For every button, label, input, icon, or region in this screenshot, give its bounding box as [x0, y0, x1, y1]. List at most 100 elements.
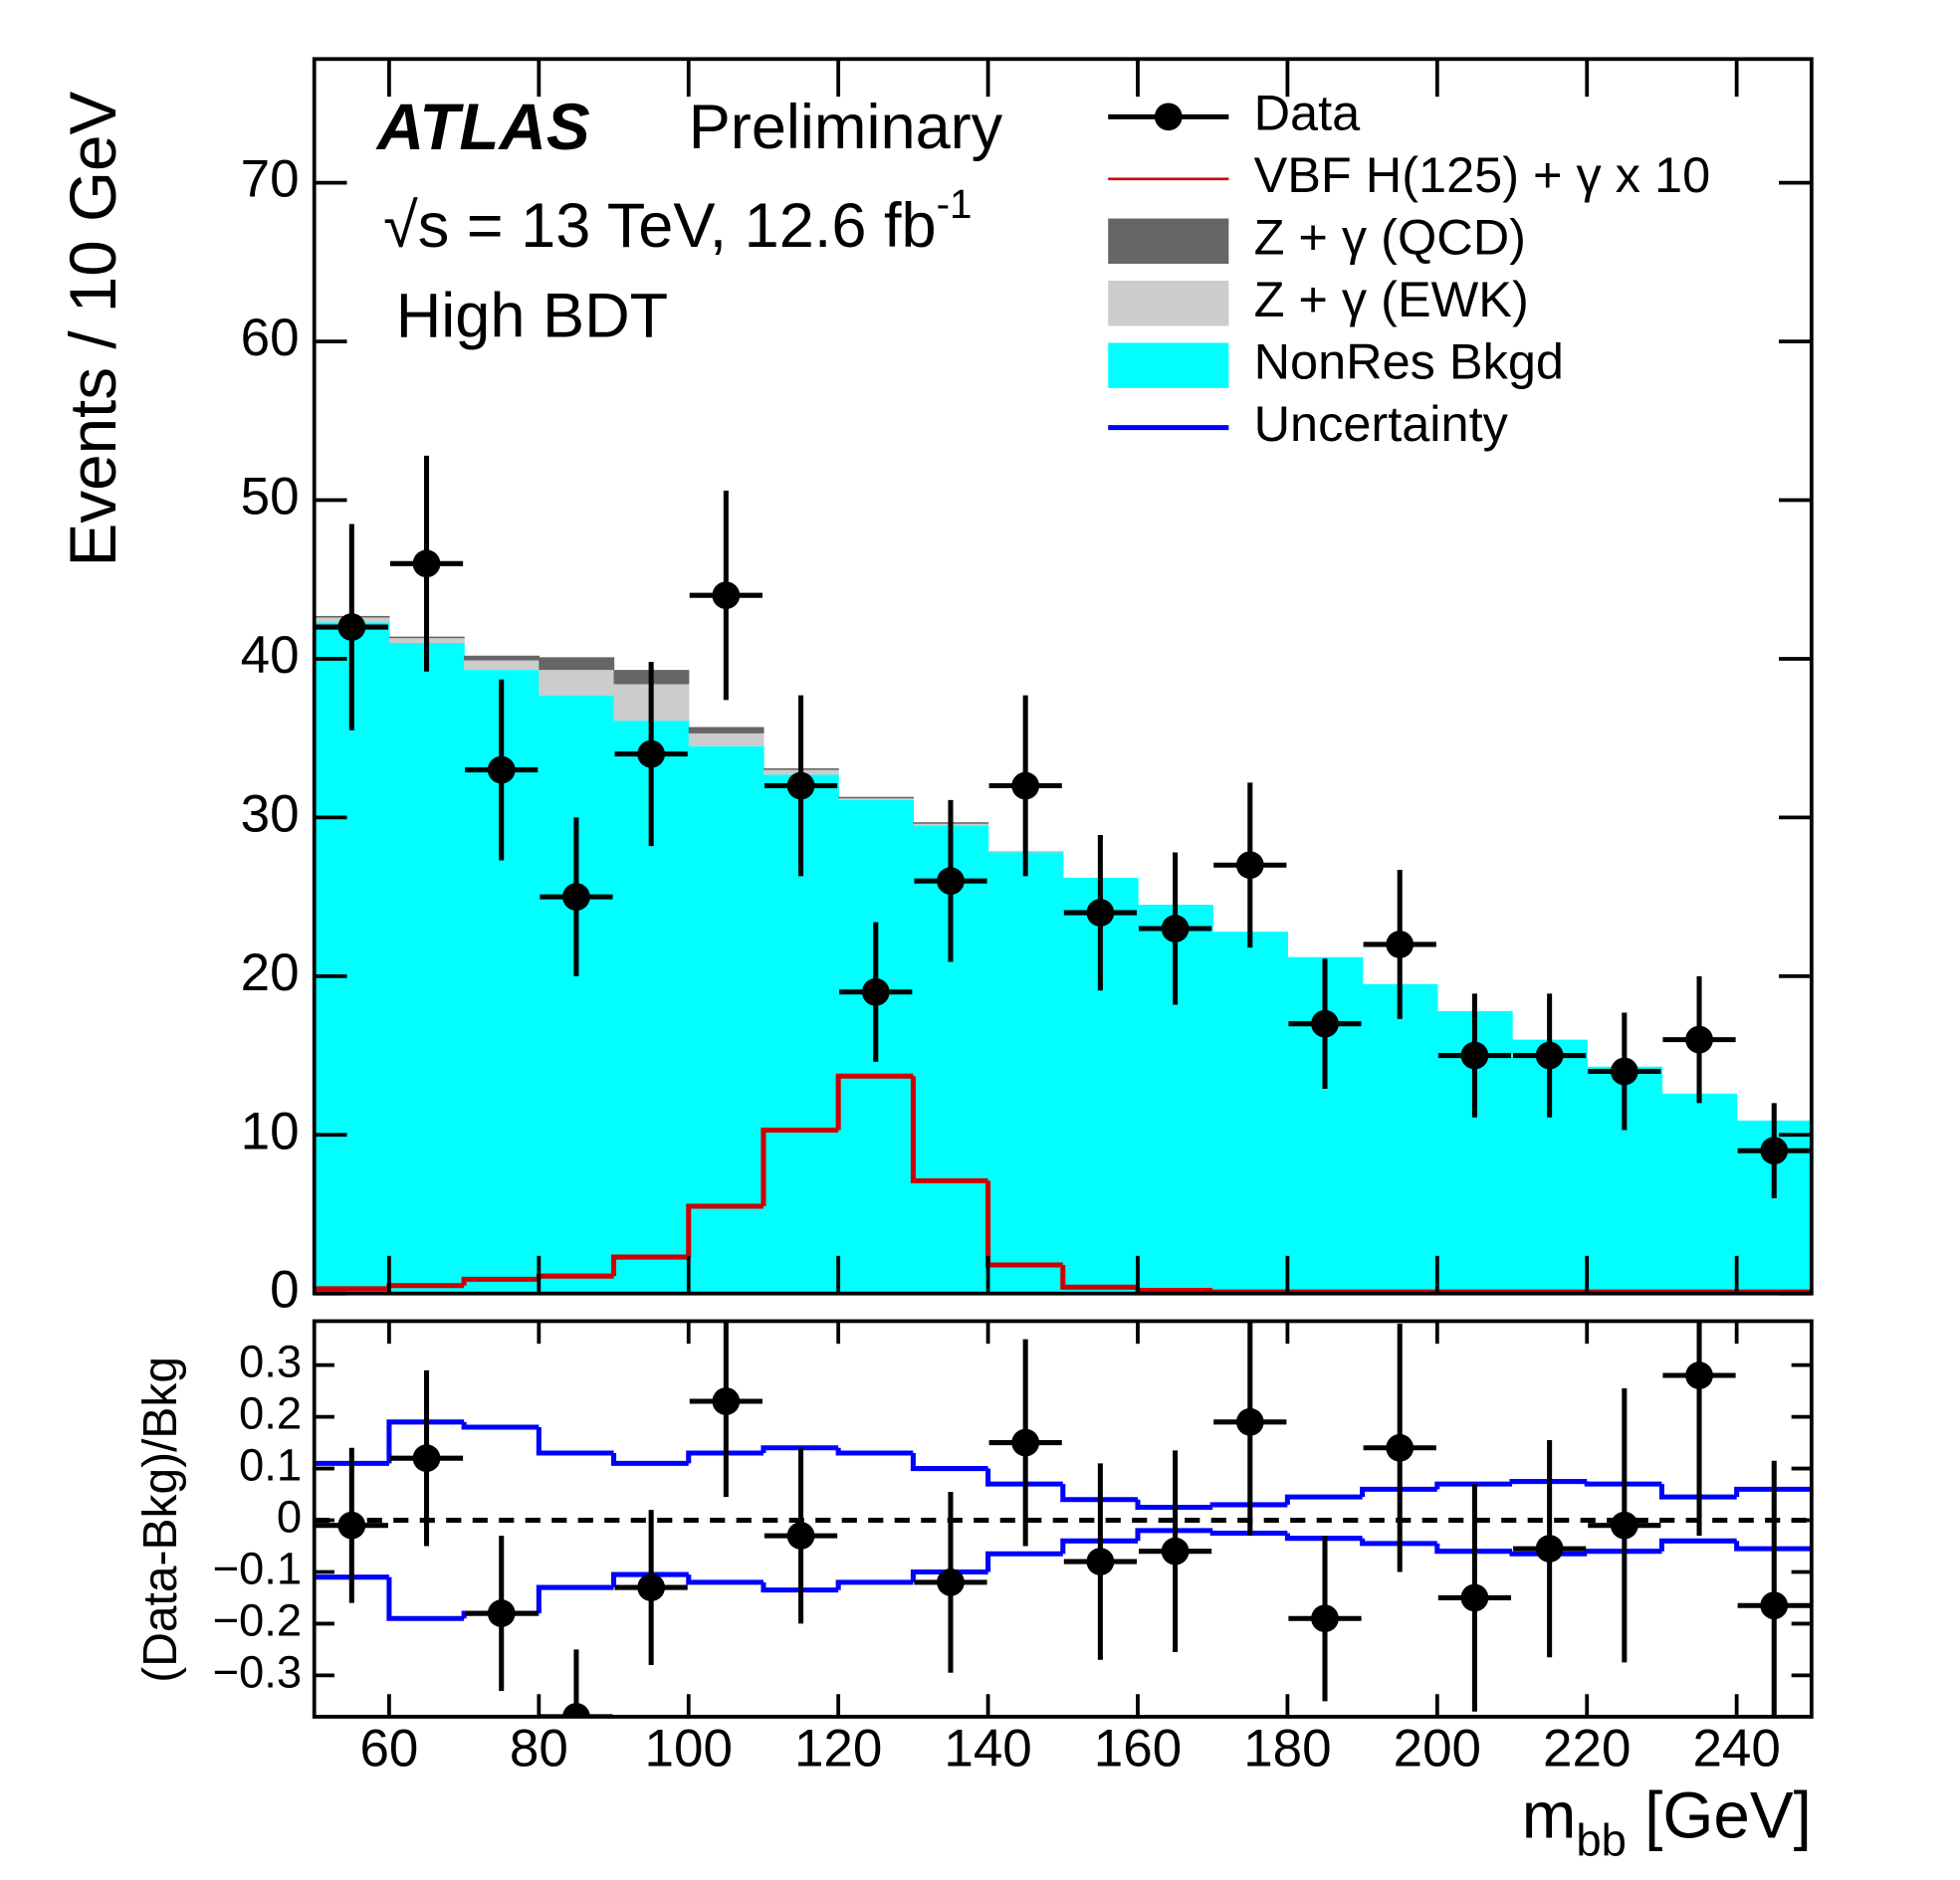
data-point [1011, 1428, 1040, 1457]
x-tick-label: 220 [1543, 1719, 1631, 1777]
step-segment [1209, 1530, 1288, 1537]
stack-bar [388, 643, 465, 1294]
step-segment [1734, 1486, 1812, 1498]
step-segment [461, 1276, 540, 1286]
step-segment [910, 1568, 988, 1582]
x-tick-label: 200 [1394, 1719, 1481, 1777]
legend-label: Uncertainty [1254, 395, 1509, 452]
step-segment [611, 1571, 689, 1588]
data-point [1161, 1537, 1190, 1566]
stack-bar [464, 655, 540, 661]
step-segment [1734, 1541, 1812, 1552]
data-point [1610, 1057, 1638, 1086]
step-segment [1060, 1538, 1138, 1555]
stack-bar [464, 660, 540, 671]
y-tick-label: −0.1 [212, 1543, 302, 1593]
x-tick-label: 180 [1243, 1719, 1331, 1777]
legend-label: Z + γ (QCD) [1254, 209, 1526, 266]
region: High BDT [396, 281, 668, 350]
legend-label: Data [1254, 85, 1362, 141]
data-point [1386, 1433, 1415, 1462]
step-segment [386, 1576, 465, 1621]
data-point [487, 755, 516, 784]
step-segment [1135, 1528, 1213, 1542]
data-point [786, 1522, 815, 1550]
data-point [937, 867, 965, 896]
ratio-plot [314, 1321, 1812, 1717]
step-segment [686, 1203, 763, 1258]
data-point [712, 1387, 741, 1415]
step-segment [611, 1452, 689, 1466]
step-segment [761, 1581, 839, 1593]
stack-bar [1212, 932, 1289, 1294]
y-tick-label: 0.1 [239, 1440, 302, 1491]
legend-marker [1108, 342, 1229, 388]
x-tick-label: 120 [794, 1719, 882, 1777]
stack-bar [539, 695, 615, 1294]
y-tick-label: −0.3 [212, 1646, 302, 1697]
stack-bar [539, 657, 615, 671]
step-segment [1060, 1484, 1138, 1503]
y-tick-label: 20 [241, 943, 300, 1002]
energy: √s = 13 TeV, 12.6 fb-1 [383, 181, 972, 261]
stack-bar [314, 622, 390, 1294]
legend-marker [1108, 218, 1229, 264]
data-point [637, 1573, 666, 1601]
ratio-y-axis-label: (Data-Bkg)/Bkg [134, 1357, 187, 1683]
data-point [412, 549, 441, 578]
x-tick-label: 160 [1094, 1719, 1182, 1777]
step-segment [910, 1076, 988, 1184]
stack-bar [838, 798, 915, 800]
step-segment [1209, 1502, 1288, 1508]
step-segment [761, 1445, 839, 1453]
step-segment [1434, 1543, 1513, 1555]
data-point [337, 1511, 366, 1540]
data-point [937, 1567, 965, 1596]
step-segment [1584, 1481, 1662, 1487]
data-point [562, 1703, 590, 1717]
y-tick-label: 0 [277, 1492, 302, 1543]
data-point [1011, 771, 1040, 800]
step-segment [761, 1127, 839, 1207]
step-segment [1060, 1265, 1138, 1290]
data-point [1535, 1041, 1564, 1070]
data-point [1086, 899, 1115, 927]
data-point [1460, 1041, 1489, 1070]
data-point [786, 771, 815, 800]
y-tick-label: 70 [241, 150, 300, 209]
step-segment [1434, 1481, 1513, 1490]
step-segment [985, 1551, 1063, 1572]
step-segment [686, 1450, 763, 1464]
step-segment [985, 1468, 1063, 1487]
step-segment [1658, 1484, 1737, 1500]
x-tick-label: 60 [359, 1719, 418, 1777]
step-segment [1360, 1538, 1437, 1547]
data-point [562, 883, 590, 912]
step-segment [1658, 1538, 1737, 1552]
step-segment [1284, 1494, 1363, 1505]
stack-bar [539, 670, 615, 696]
energy-text: √s = 13 TeV, 12.6 fb [383, 191, 936, 261]
stack-bar [1362, 983, 1438, 1294]
data-point [1311, 1009, 1339, 1038]
data-point [1311, 1604, 1339, 1633]
y-tick-label: 30 [241, 784, 300, 843]
step-segment [536, 1426, 614, 1456]
data-point [1760, 1591, 1789, 1620]
data-point [1086, 1548, 1115, 1575]
x-axis-label: mbb [GeV] [1522, 1779, 1812, 1865]
data-point [1460, 1583, 1489, 1612]
step-segment [835, 1073, 914, 1131]
x-label-main: m [1522, 1779, 1577, 1852]
x-tick-label: 240 [1692, 1719, 1780, 1777]
data-point [1161, 915, 1190, 942]
x-label-sub: bb [1576, 1814, 1627, 1865]
legend-label: VBF H(125) + γ x 10 [1254, 146, 1711, 203]
x-label-unit: [GeV] [1627, 1779, 1812, 1852]
y-tick-label: 10 [241, 1102, 300, 1160]
data-point [487, 1599, 516, 1627]
stack-bar [987, 852, 1064, 1294]
